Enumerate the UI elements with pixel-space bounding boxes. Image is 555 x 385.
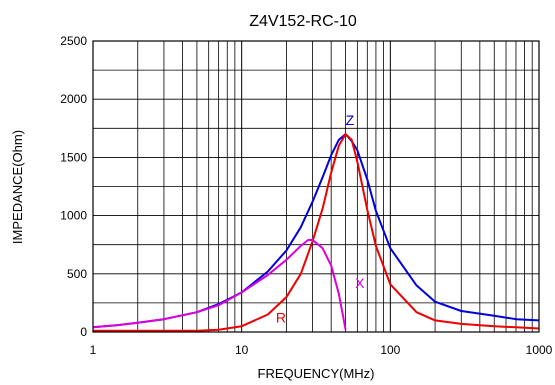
annotation-r: R bbox=[276, 310, 286, 326]
y-tick-label: 1000 bbox=[60, 209, 87, 223]
annotation-z: Z bbox=[346, 112, 355, 128]
y-tick-label: 2500 bbox=[60, 34, 87, 48]
series-line-x bbox=[92, 239, 347, 330]
chart-title: Z4V152-RC-10 bbox=[249, 13, 357, 30]
x-tick-label: 1000 bbox=[526, 343, 553, 357]
plot-grid bbox=[93, 41, 539, 332]
y-tick-label: 2000 bbox=[60, 92, 87, 106]
y-tick-label: 1500 bbox=[60, 150, 87, 164]
x-tick-label: 100 bbox=[380, 343, 400, 357]
x-axis-label: FREQUENCY(MHz) bbox=[258, 366, 375, 381]
plot-frame bbox=[92, 40, 540, 333]
tick-labels: 1 10 100 1000 0 500 1000 1500 2000 2500 bbox=[60, 34, 552, 357]
x-tick-label: 1 bbox=[90, 343, 97, 357]
annotation-x: X bbox=[355, 275, 365, 291]
series-lines bbox=[92, 133, 540, 332]
y-tick-label: 0 bbox=[80, 325, 87, 339]
x-tick-label: 10 bbox=[235, 343, 249, 357]
series-annotations: Z R X bbox=[276, 112, 365, 326]
y-tick-label: 500 bbox=[67, 267, 87, 281]
y-axis-label: IMPEDANCE(Ohm) bbox=[10, 130, 25, 244]
series-line-r bbox=[93, 133, 540, 332]
